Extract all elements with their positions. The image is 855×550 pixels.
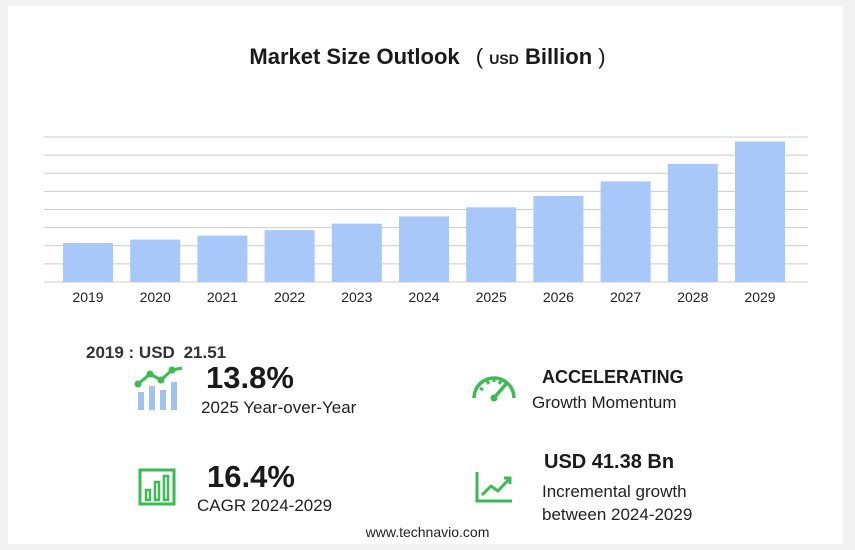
bar-chart: 2019 2020 2021 2022 2023 2024 2025 2026 2027 2028…: [44, 136, 808, 305]
yoy-value: 13.8%: [206, 360, 294, 395]
cagr-stat: 16.4%: [207, 459, 295, 495]
chart-unit-prefix: USD: [489, 51, 519, 67]
momentum-stat: ACCELERATING: [542, 367, 684, 388]
bar-2023: [331, 223, 382, 282]
x-tick-label: 2027: [610, 289, 641, 305]
x-tick-label: 2026: [543, 289, 574, 305]
footer-url: www.technavio.com: [365, 524, 490, 540]
incremental-label-wrap: Incremental growth between 2024-2029: [542, 482, 692, 525]
cagr-value: 16.4%: [207, 459, 295, 494]
bars: [63, 141, 785, 282]
x-tick-label: 2025: [476, 289, 507, 305]
bar-2028: [667, 163, 718, 282]
x-tick-label: 2019: [72, 289, 103, 305]
bar-chart-icon: [138, 468, 176, 506]
bar-2029: [735, 141, 785, 282]
baseline-label: 2019 : USD: [86, 343, 175, 362]
x-tick-label: 2021: [207, 289, 238, 305]
baseline-value: 2019 : USD 21.51: [86, 343, 226, 363]
growth-chart-icon: [134, 366, 183, 410]
speedometer-icon: [472, 376, 516, 402]
incremental-stat: USD 41.38 Bn: [544, 451, 674, 474]
bar-2025: [466, 207, 517, 282]
yoy-stat: 13.8%: [206, 360, 294, 396]
bar-2022: [264, 230, 315, 282]
x-tick-label: 2029: [744, 289, 775, 305]
bar-2019: [63, 243, 113, 282]
trend-line-icon: [475, 472, 512, 503]
bar-2020: [130, 239, 181, 282]
incremental-label-line2: between 2024-2029: [542, 505, 693, 524]
momentum-label: Growth Momentum: [532, 393, 677, 412]
chart-unit: ( USD Billion ): [475, 44, 606, 69]
momentum-label-wrap: Growth Momentum: [532, 393, 677, 413]
x-tick-label: 2024: [408, 289, 439, 305]
incremental-label-line1: Incremental growth: [542, 482, 687, 501]
chart-unit-suffix: Billion: [524, 44, 593, 69]
momentum-value: ACCELERATING: [542, 367, 684, 387]
bar-2026: [533, 195, 584, 282]
x-tick-label: 2028: [677, 289, 708, 305]
x-tick-labels: 2019 2020 2021 2022 2023 2024 2025 2026 2027 2028…: [72, 289, 775, 305]
bar-2024: [399, 216, 449, 282]
bar-2021: [197, 235, 248, 282]
bar-2027: [600, 181, 651, 282]
chart-title: Market Size Outlook ( USD Billion ): [0, 44, 855, 70]
incremental-value: USD 41.38 Bn: [544, 451, 675, 473]
cagr-label-wrap: CAGR 2024-2029: [197, 496, 332, 516]
chart-title-text: Market Size Outlook: [249, 44, 460, 69]
cagr-label: CAGR 2024-2029: [197, 496, 333, 515]
x-tick-label: 2022: [274, 289, 305, 305]
yoy-label-wrap: 2025 Year-over-Year: [201, 398, 356, 418]
x-tick-label: 2020: [140, 289, 171, 305]
x-tick-label: 2023: [341, 289, 372, 305]
baseline-number: 21.51: [183, 343, 227, 362]
yoy-label: 2025 Year-over-Year: [201, 398, 357, 417]
